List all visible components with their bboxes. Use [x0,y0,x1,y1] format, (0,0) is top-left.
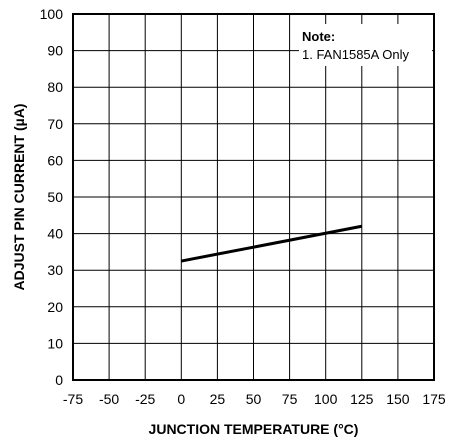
note-title: Note: [302,29,335,44]
y-tick-label: 20 [47,299,63,315]
series-layer [181,224,363,263]
y-tick-label: 100 [40,6,64,22]
x-tick-label: -25 [135,391,155,407]
x-tick-label: 25 [210,391,226,407]
x-tick-label: 75 [282,391,298,407]
y-tick-label: 90 [47,43,63,59]
y-tick-label: 70 [47,116,63,132]
x-tick-label: 100 [314,391,338,407]
x-tick-label: 150 [386,391,410,407]
plot-frame [72,13,435,381]
x-tick-label: -75 [63,391,83,407]
y-tick-label: 30 [47,262,63,278]
x-tick-label: -50 [99,391,119,407]
grid [72,13,435,381]
y-axis-title: ADJUST PIN CURRENT (µA) [11,104,27,291]
y-tick-label: 80 [47,79,63,95]
note-background [299,24,432,66]
x-tick-label: 50 [246,391,262,407]
x-tick-label: 125 [350,391,374,407]
y-tick-label: 0 [55,372,63,388]
y-tick-labels: 0 10 20 30 40 50 60 70 80 90 100 [40,6,64,388]
x-axis-title: JUNCTION TEMPERATURE (°C) [149,421,359,437]
note-box: Note: 1. FAN1585A Only [299,24,432,66]
series-line [181,224,363,263]
note-line: 1. FAN1585A Only [302,47,409,62]
x-tick-label: 0 [177,391,185,407]
y-tick-label: 60 [47,152,63,168]
x-tick-label: 175 [422,391,446,407]
y-tick-label: 40 [47,226,63,242]
y-tick-label: 10 [47,335,63,351]
x-tick-labels: -75 -50 -25 0 25 50 75 100 125 150 175 [63,391,446,407]
y-tick-label: 50 [47,189,63,205]
